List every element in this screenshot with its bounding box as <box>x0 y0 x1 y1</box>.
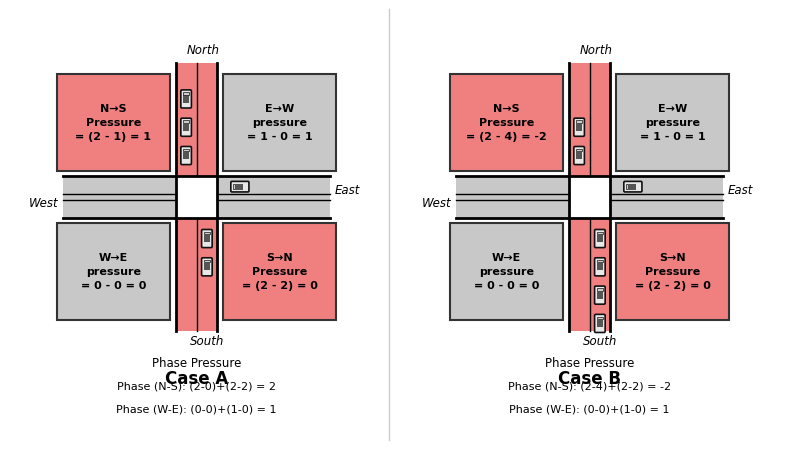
Text: North: North <box>579 44 612 57</box>
FancyBboxPatch shape <box>616 75 729 171</box>
Bar <box>630 183 637 190</box>
Bar <box>597 232 603 234</box>
Text: S→N
Pressure
= (2 - 2) = 0: S→N Pressure = (2 - 2) = 0 <box>634 252 711 291</box>
Bar <box>569 63 610 176</box>
FancyBboxPatch shape <box>574 118 585 136</box>
FancyBboxPatch shape <box>181 90 192 108</box>
Text: West: West <box>422 197 452 210</box>
Bar <box>610 176 723 218</box>
Bar <box>176 218 217 331</box>
Bar <box>204 235 210 242</box>
Bar <box>204 263 210 270</box>
FancyBboxPatch shape <box>624 181 642 192</box>
Bar <box>63 176 176 218</box>
Text: Phase (W-E): (0-0)+(1-0) = 1: Phase (W-E): (0-0)+(1-0) = 1 <box>116 405 277 414</box>
Bar <box>569 176 610 218</box>
FancyBboxPatch shape <box>594 314 605 332</box>
Bar <box>597 292 603 299</box>
Text: East: East <box>334 184 359 197</box>
Text: Phase (N-S): (2-4)+(2-2) = -2: Phase (N-S): (2-4)+(2-2) = -2 <box>508 382 671 392</box>
Text: Phase (W-E): (0-0)+(1-0) = 1: Phase (W-E): (0-0)+(1-0) = 1 <box>509 405 670 414</box>
Bar <box>233 184 236 189</box>
FancyBboxPatch shape <box>223 75 336 171</box>
Bar <box>597 320 603 327</box>
Text: East: East <box>727 184 752 197</box>
Text: Phase (N-S): (2-0)+(2-2) = 2: Phase (N-S): (2-0)+(2-2) = 2 <box>117 382 276 392</box>
FancyBboxPatch shape <box>181 146 192 164</box>
Text: W→E
pressure
= 0 - 0 = 0: W→E pressure = 0 - 0 = 0 <box>81 252 146 291</box>
Bar <box>176 176 217 218</box>
Text: E→W
pressure
= 1 - 0 = 1: E→W pressure = 1 - 0 = 1 <box>640 104 705 142</box>
FancyBboxPatch shape <box>57 224 170 319</box>
Bar <box>569 218 610 331</box>
Bar <box>204 232 210 234</box>
FancyBboxPatch shape <box>231 181 249 192</box>
Text: W→E
pressure
= 0 - 0 = 0: W→E pressure = 0 - 0 = 0 <box>474 252 539 291</box>
Text: E→W
pressure
= 1 - 0 = 1: E→W pressure = 1 - 0 = 1 <box>247 104 312 142</box>
Bar <box>576 149 582 151</box>
Bar <box>576 124 582 131</box>
Bar <box>576 120 582 123</box>
Text: North: North <box>186 44 219 57</box>
Bar <box>176 63 217 176</box>
Bar <box>597 317 603 319</box>
Bar <box>576 152 582 159</box>
Bar <box>183 149 189 151</box>
Bar <box>597 288 603 291</box>
Bar <box>183 124 189 131</box>
Bar <box>204 260 210 263</box>
Text: Phase Pressure: Phase Pressure <box>545 357 634 370</box>
Text: Case B: Case B <box>558 369 621 388</box>
Bar <box>626 184 629 189</box>
Bar <box>237 183 244 190</box>
Bar <box>597 235 603 242</box>
FancyBboxPatch shape <box>201 258 212 276</box>
Text: South: South <box>189 335 224 348</box>
FancyBboxPatch shape <box>181 118 192 136</box>
Bar <box>597 263 603 270</box>
Text: N→S
Pressure
= (2 - 4) = -2: N→S Pressure = (2 - 4) = -2 <box>466 104 547 142</box>
Bar <box>183 92 189 94</box>
Bar <box>217 176 330 218</box>
FancyBboxPatch shape <box>594 258 605 276</box>
FancyBboxPatch shape <box>594 230 605 248</box>
FancyBboxPatch shape <box>201 230 212 248</box>
FancyBboxPatch shape <box>594 286 605 304</box>
Bar <box>456 176 569 218</box>
FancyBboxPatch shape <box>574 146 585 164</box>
Bar <box>183 95 189 102</box>
Text: South: South <box>582 335 617 348</box>
FancyBboxPatch shape <box>223 224 336 319</box>
FancyBboxPatch shape <box>57 75 170 171</box>
FancyBboxPatch shape <box>616 224 729 319</box>
Text: Phase Pressure: Phase Pressure <box>152 357 241 370</box>
Bar <box>183 120 189 123</box>
FancyBboxPatch shape <box>450 224 563 319</box>
Text: West: West <box>29 197 59 210</box>
Text: N→S
Pressure
= (2 - 1) = 1: N→S Pressure = (2 - 1) = 1 <box>75 104 152 142</box>
Text: S→N
Pressure
= (2 - 2) = 0: S→N Pressure = (2 - 2) = 0 <box>241 252 318 291</box>
FancyBboxPatch shape <box>450 75 563 171</box>
Bar <box>183 152 189 159</box>
Text: Case A: Case A <box>165 369 228 388</box>
Bar <box>597 260 603 263</box>
